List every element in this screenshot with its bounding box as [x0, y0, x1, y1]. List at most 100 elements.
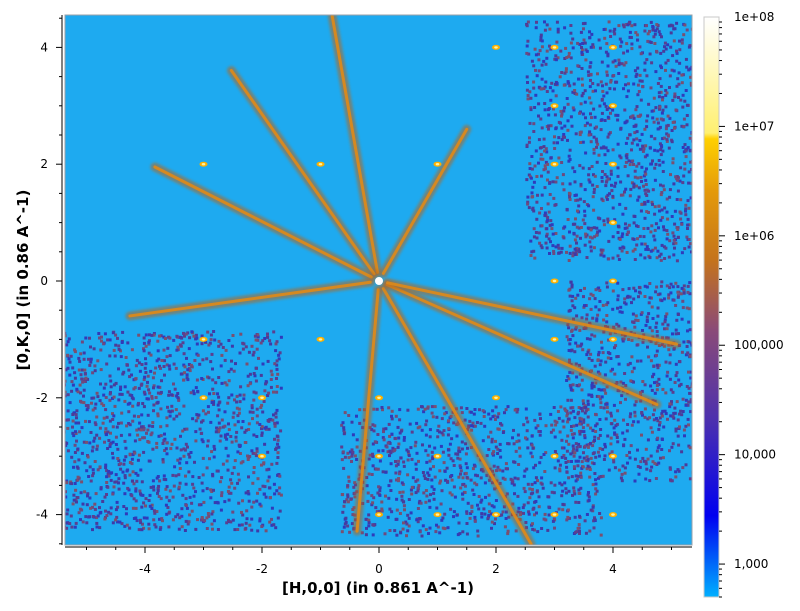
bragg-peak-core [435, 163, 440, 166]
scatter-pixel [233, 486, 237, 490]
scatter-pixel [525, 178, 529, 182]
plot-area[interactable] [60, 14, 698, 546]
scatter-pixel [623, 226, 627, 230]
scatter-pixel [574, 198, 578, 202]
scatter-pixel [685, 114, 689, 117]
scatter-pixel [463, 484, 467, 488]
scatter-pixel [254, 338, 258, 342]
scatter-pixel [609, 414, 613, 418]
scatter-pixel [541, 157, 545, 161]
y-tick-label: -2 [36, 391, 48, 405]
scatter-pixel [555, 176, 559, 180]
scatter-pixel [532, 466, 536, 470]
scatter-pixel [498, 449, 502, 452]
scatter-pixel [441, 450, 445, 454]
scatter-pixel [680, 413, 684, 417]
scatter-pixel [592, 208, 596, 212]
scatter-pixel [417, 501, 421, 505]
scatter-pixel [232, 411, 236, 415]
scatter-pixel [573, 253, 577, 256]
scatter-pixel [652, 364, 656, 368]
scatter-pixel [581, 140, 585, 144]
bragg-peak-core [552, 46, 557, 49]
scatter-pixel [695, 467, 698, 470]
scatter-pixel [568, 294, 572, 298]
scatter-pixel [161, 458, 165, 462]
scatter-pixel [71, 366, 75, 370]
scatter-pixel [636, 359, 639, 363]
scatter-pixel [416, 520, 420, 524]
scatter-pixel [683, 162, 687, 166]
scatter-pixel [272, 523, 276, 527]
scatter-pixel [656, 306, 660, 310]
scatter-pixel [142, 347, 145, 351]
scatter-pixel [409, 446, 413, 450]
scatter-pixel [269, 369, 273, 373]
scatter-pixel [635, 33, 639, 37]
scatter-pixel [583, 41, 587, 45]
scatter-pixel [414, 479, 418, 483]
scatter-pixel [471, 421, 475, 425]
scatter-pixel [154, 396, 158, 399]
scatter-pixel [252, 471, 256, 475]
scatter-pixel [584, 531, 588, 535]
scatter-pixel [466, 446, 469, 450]
scatter-pixel [425, 460, 429, 464]
scatter-pixel [548, 27, 552, 31]
scatter-pixel [148, 504, 152, 508]
scatter-pixel [545, 150, 549, 154]
scatter-pixel [180, 336, 184, 340]
scatter-pixel [74, 421, 78, 425]
scatter-pixel [580, 417, 584, 421]
scatter-pixel [579, 236, 582, 240]
scatter-pixel [374, 506, 378, 510]
scatter-pixel [176, 396, 180, 400]
scatter-pixel [424, 433, 428, 437]
scatter-pixel [152, 403, 156, 407]
scatter-pixel [70, 455, 74, 459]
scatter-pixel [410, 485, 414, 489]
scatter-pixel [686, 217, 690, 221]
scatter-pixel [582, 406, 586, 410]
scatter-pixel [407, 516, 411, 520]
scatter-pixel [474, 473, 478, 477]
scatter-pixel [676, 77, 680, 81]
scatter-pixel [562, 83, 566, 87]
scatter-pixel [490, 520, 494, 524]
scatter-pixel [590, 116, 593, 120]
scatter-pixel [500, 513, 504, 517]
scatter-pixel [600, 60, 604, 64]
scatter-pixel [165, 485, 169, 489]
scatter-pixel [130, 494, 134, 498]
scatter-pixel [688, 148, 692, 152]
scatter-pixel [551, 232, 555, 236]
scatter-pixel [579, 226, 583, 229]
scatter-pixel [648, 282, 652, 285]
scatter-pixel [91, 371, 95, 375]
scatter-pixel [152, 333, 156, 337]
scatter-pixel [634, 74, 638, 78]
scatter-pixel [569, 452, 573, 456]
scatter-pixel [633, 175, 637, 179]
scatter-pixel [633, 325, 637, 329]
scatter-pixel [556, 459, 560, 463]
scatter-pixel [642, 174, 646, 178]
scatter-pixel [599, 533, 603, 537]
scatter-pixel [146, 397, 150, 401]
scatter-pixel [560, 126, 564, 130]
scatter-pixel [676, 227, 680, 231]
scatter-pixel [673, 92, 677, 96]
scatter-pixel [554, 54, 558, 58]
scatter-pixel [94, 423, 98, 427]
scatter-pixel [116, 336, 119, 340]
scatter-pixel [119, 462, 122, 466]
scatter-pixel [636, 176, 640, 180]
scatter-pixel [534, 26, 538, 30]
scatter-pixel [416, 478, 420, 482]
scatter-pixel [679, 217, 683, 221]
scatter-pixel [209, 420, 213, 424]
scatter-pixel [609, 442, 613, 446]
scatter-pixel [116, 447, 120, 451]
bragg-peak-core [260, 455, 264, 458]
